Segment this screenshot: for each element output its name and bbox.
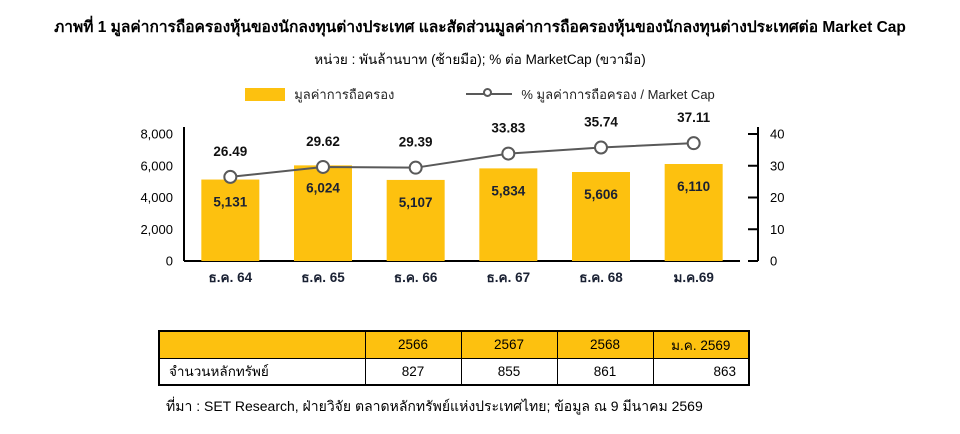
figure-title: ภาพที่ 1 มูลค่าการถือครองหุ้นของนักลงทุน… <box>54 19 906 36</box>
row-label-cell: จำนวนหลักทรัพย์ <box>158 357 366 386</box>
table-year-header: ม.ค. 2569 <box>652 330 750 359</box>
bar-value-label: 5,606 <box>584 187 618 202</box>
bar-value-label: 5,107 <box>399 195 433 210</box>
pct-line-marker <box>223 169 238 184</box>
pct-line-marker <box>686 136 701 151</box>
bar <box>479 168 538 261</box>
value-cell: 861 <box>556 357 654 386</box>
right-axis-tick-label: 10 <box>770 222 784 237</box>
pct-value-label: 29.39 <box>399 135 433 150</box>
bar-value-label: 5,131 <box>213 195 247 210</box>
line-marker-icon <box>466 87 513 101</box>
left-axis-tick-label: 4,000 <box>140 190 173 205</box>
value-cell: 855 <box>460 357 558 386</box>
left-axis-tick-label: 2,000 <box>140 222 173 237</box>
table-row: จำนวนหลักทรัพย์ 827 855 861 863 <box>158 357 750 386</box>
figure-subtitle: หน่วย : พันล้านบาท (ซ้ายมือ); % ต่อ Mark… <box>314 52 646 67</box>
left-axis-tick-label: 8,000 <box>140 127 173 142</box>
x-category-label: ธ.ค. 67 <box>487 270 531 285</box>
bar <box>201 179 260 261</box>
value-cell: 827 <box>364 357 462 386</box>
pct-line-marker <box>501 146 516 161</box>
pct-value-label: 33.83 <box>491 121 525 136</box>
table-year-header: 2567 <box>460 330 558 359</box>
bar-swatch-icon <box>245 87 286 101</box>
bar <box>664 164 723 261</box>
x-category-label: ธ.ค. 68 <box>579 270 623 285</box>
pct-line-marker <box>408 160 423 175</box>
right-axis-tick-label: 30 <box>770 158 784 173</box>
bar <box>386 179 445 261</box>
table-corner-cell <box>158 330 366 359</box>
pct-value-label: 37.11 <box>677 110 711 125</box>
right-axis-tick-label: 20 <box>770 190 784 205</box>
pct-value-label: 35.74 <box>584 115 618 130</box>
pct-line <box>230 142 694 178</box>
bar <box>294 165 352 261</box>
legend-item-bar: มูลค่าการถือครอง <box>245 84 394 105</box>
x-category-label: ธ.ค. 66 <box>394 270 438 285</box>
left-axis-tick-label: 0 <box>166 254 173 269</box>
chart-svg: 0 2,000 4,000 6,000 8,000 0 10 20 30 40 5,131 6,024… <box>140 110 784 285</box>
left-axis-tick-label: 6,000 <box>140 158 173 173</box>
bar-value-label: 5,834 <box>491 183 525 198</box>
right-axis-tick-label: 0 <box>770 254 777 269</box>
bar-value-label: 6,024 <box>306 180 340 195</box>
pct-line-marker <box>316 159 330 174</box>
x-category-label: ธ.ค. 65 <box>301 270 345 285</box>
bar <box>572 172 630 261</box>
pct-value-label: 29.62 <box>306 134 340 149</box>
legend-item-line: % มูลค่าการถือครอง / Market Cap <box>466 84 715 105</box>
pct-line-marker <box>594 140 608 155</box>
pct-value-label: 26.49 <box>213 144 247 159</box>
combo-chart: 0 2,000 4,000 6,000 8,000 0 10 20 30 40 5,131 6,024… <box>104 104 814 296</box>
value-cell: 863 <box>652 357 750 386</box>
x-category-label: ม.ค.69 <box>673 270 713 285</box>
bar-value-label: 6,110 <box>677 179 710 194</box>
table-year-header: 2566 <box>364 330 462 359</box>
legend-bar-label: มูลค่าการถือครอง <box>294 86 395 102</box>
right-axis-tick-label: 40 <box>770 127 784 142</box>
chart-legend: มูลค่าการถือครอง % มูลค่าการถือครอง / Ma… <box>0 86 960 102</box>
x-category-label: ธ.ค. 64 <box>209 270 253 285</box>
source-note: ที่มา : SET Research, ฝ่ายวิจัย ตลาดหลัก… <box>166 398 703 414</box>
table-year-header: 2568 <box>556 330 654 359</box>
legend-line-label: % มูลค่าการถือครอง / Market Cap <box>521 86 715 102</box>
summary-table: 2566 2567 2568 ม.ค. 2569 จำนวนหลักทรัพย์ 827 8… <box>158 330 750 386</box>
